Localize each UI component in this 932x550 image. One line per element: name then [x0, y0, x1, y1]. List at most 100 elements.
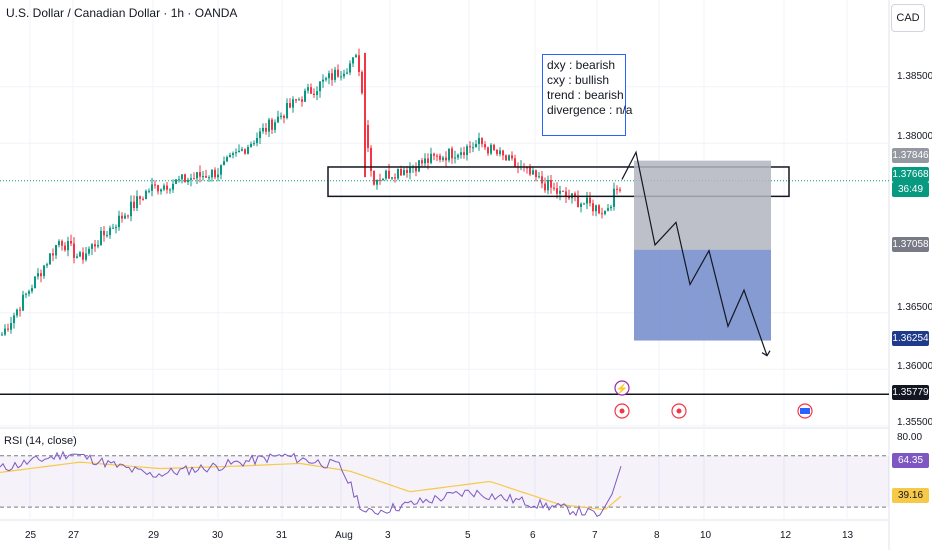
candle-body: [439, 155, 441, 160]
candle-body: [283, 115, 285, 118]
candle-body: [55, 245, 57, 256]
candle-body: [232, 153, 234, 155]
candle-body: [586, 197, 588, 204]
candle-body: [166, 185, 168, 190]
candle-body: [316, 91, 318, 95]
grid: [0, 0, 890, 550]
candle-body: [244, 149, 246, 154]
candle-body: [70, 241, 72, 244]
candle-body: [337, 69, 339, 77]
candle-body: [52, 253, 54, 256]
candle-body: [457, 154, 459, 158]
candle-body: [268, 119, 270, 132]
analysis-note[interactable]: dxy : bearish cxy : bullish trend : bear…: [542, 54, 632, 136]
flag-us-icon: [800, 408, 810, 414]
candle-body: [532, 170, 534, 175]
candle-body: [43, 265, 45, 277]
candle-body: [79, 252, 81, 257]
candle-body: [193, 178, 195, 180]
candle-body: [97, 244, 99, 247]
candle-body: [343, 73, 345, 77]
candle-body: [76, 256, 78, 258]
candle-body: [514, 158, 516, 167]
flag-ca-icon: [619, 408, 625, 414]
candle-body: [346, 72, 348, 74]
candle-body: [181, 174, 183, 180]
candle-body: [46, 264, 48, 266]
candle-body: [385, 170, 387, 179]
rsi-value-label: 64.35: [892, 453, 929, 468]
candle-body: [352, 57, 354, 64]
candle-body: [430, 153, 432, 163]
candle-body: [37, 273, 39, 277]
stop-price-label: 1.36254: [892, 331, 929, 346]
candle-body: [478, 138, 480, 145]
candle-body: [127, 215, 129, 217]
candle-body: [292, 99, 294, 108]
candle-body: [562, 190, 564, 192]
candle-body: [88, 248, 90, 254]
candle-body: [454, 157, 456, 159]
candle-body: [286, 103, 288, 118]
candle-body: [595, 205, 597, 212]
currency-button[interactable]: CAD: [891, 4, 925, 32]
rsi-legend[interactable]: RSI (14, close): [4, 435, 77, 447]
time-tick: 6: [530, 530, 536, 541]
candle-body: [376, 179, 378, 185]
projection-arrowhead: [761, 350, 771, 357]
candle-body: [139, 196, 141, 199]
candle-body: [157, 185, 159, 192]
take-profit-box: [634, 249, 771, 341]
candle-body: [280, 115, 282, 117]
candle-body: [106, 235, 108, 237]
candle-body: [361, 71, 363, 94]
candle-body: [370, 147, 372, 171]
candle-body: [490, 144, 492, 154]
candle-body: [394, 177, 396, 179]
candle-body: [433, 153, 435, 156]
time-tick: 27: [68, 530, 80, 541]
price-tick: 1.35500: [897, 417, 932, 428]
candle-body: [22, 294, 24, 311]
candle-body: [34, 276, 36, 289]
candle-body: [472, 147, 474, 149]
note-line-dxy: dxy : bearish: [547, 58, 616, 72]
candle-body: [526, 167, 528, 169]
candle-body: [226, 157, 228, 162]
candle-body: [295, 99, 297, 101]
candle-body: [220, 165, 222, 175]
candle-body: [262, 127, 264, 132]
symbol-title: U.S. Dollar / Canadian Dollar · 1h · OAN…: [6, 6, 238, 20]
candle-body: [256, 138, 258, 144]
candle-body: [241, 149, 243, 151]
candle-body: [169, 189, 171, 191]
candle-body: [187, 179, 189, 183]
candle-body: [217, 174, 219, 178]
candle-body: [535, 170, 537, 178]
price-tick: 1.38500: [897, 71, 932, 82]
candle-body: [589, 197, 591, 204]
candle-body: [355, 55, 357, 58]
candle-body: [115, 227, 117, 229]
candle-body: [613, 188, 615, 207]
lightning-icon: ⚡: [616, 382, 628, 395]
time-tick: 29: [148, 530, 160, 541]
note-line-trend: trend : bearish: [547, 88, 624, 102]
time-tick: 5: [465, 530, 471, 541]
candle-body: [448, 148, 450, 161]
candle-body: [142, 198, 144, 200]
candle-body: [49, 253, 51, 265]
resistance-zone-box: [327, 166, 790, 198]
candle-body: [4, 328, 6, 335]
candle-body: [94, 244, 96, 247]
candle-body: [238, 150, 240, 153]
candle-body: [124, 215, 126, 219]
candle-body: [208, 177, 210, 179]
candle-body: [592, 203, 594, 212]
candle-body: [436, 155, 438, 157]
time-tick: 3: [385, 530, 391, 541]
candle-body: [196, 172, 198, 179]
candle-body: [604, 210, 606, 214]
candle-body: [409, 166, 411, 173]
